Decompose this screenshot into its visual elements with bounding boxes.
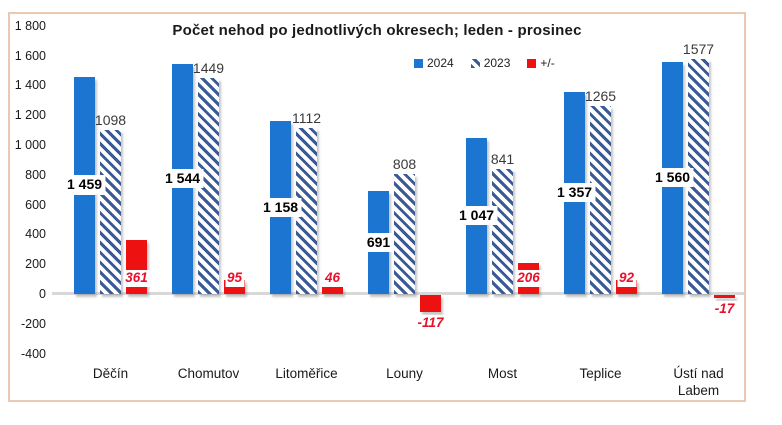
value-labels-layer: 1 459 1098 361 1 544 1449 95 1 158 1112 46 691 808… [10, 14, 744, 400]
bar-diff [420, 295, 441, 313]
y-axis-tick-labels: 1 800 1 600 1 400 1 200 1 000 800 600 400 200 0 -2… [10, 14, 744, 400]
value-label-diff: -117 [415, 315, 446, 333]
legend-label-diff: +/- [540, 56, 555, 70]
category-label: Děčín [92, 366, 129, 381]
x-axis-category-labels: Děčín Chomutov Litoměřice Louny Most Teplice Ú… [10, 14, 744, 400]
legend-item-2024: 2024 [414, 56, 454, 70]
bar-2023 [590, 105, 611, 294]
category-label: Litoměřice [275, 366, 338, 381]
value-label-diff: 46 [322, 270, 343, 287]
value-label-2024: 1 158 [259, 197, 302, 218]
y-tick-label: 1 800 [14, 18, 46, 33]
y-tick-label: 400 [25, 227, 46, 242]
value-label-2023: 1098 [94, 112, 127, 129]
chart-legend: 2024 2023 +/- [414, 56, 555, 70]
y-tick-label: 1 200 [14, 108, 46, 123]
legend-item-diff: +/- [527, 56, 555, 70]
category-label: Chomutov [177, 366, 240, 381]
chart-title: Počet nehod po jednotlivých okresech; le… [172, 22, 582, 39]
y-tick-label: 1 600 [14, 48, 46, 63]
value-label-2024: 691 [363, 232, 394, 253]
value-label-diff: 361 [123, 270, 150, 287]
bar-diff [322, 287, 343, 294]
value-label-diff: -17 [712, 300, 737, 318]
value-label-2024: 1 047 [455, 205, 498, 226]
value-label-2024: 1 459 [63, 175, 106, 195]
y-tick-label: -400 [20, 346, 46, 361]
legend-item-2023: 2023 [470, 56, 511, 70]
category-label: Teplice [579, 366, 622, 381]
bar-2023 [296, 128, 317, 294]
bar-2023 [492, 168, 513, 294]
category-label: Most [487, 366, 518, 381]
chart-frame: Počet nehod po jednotlivých okresech; le… [8, 12, 746, 402]
category-label: Louny [386, 366, 423, 381]
bar-2023 [394, 173, 415, 294]
y-tick-label: 200 [25, 257, 46, 272]
value-label-2023: 808 [392, 155, 417, 172]
bar-2023 [198, 78, 219, 294]
y-tick-label: 800 [25, 167, 46, 182]
y-tick-label: 600 [25, 197, 46, 212]
y-tick-label: 1 400 [14, 78, 46, 93]
y-tick-label: 0 [39, 287, 46, 301]
bar-diff [714, 295, 735, 298]
value-label-diff: 95 [224, 270, 245, 287]
bar-2023 [100, 130, 121, 294]
bar-2023 [688, 59, 709, 294]
legend-marker-2023-icon [470, 58, 480, 68]
value-label-diff: 206 [515, 270, 542, 287]
value-label-2024: 1 544 [161, 168, 204, 189]
legend-marker-2024-icon [414, 58, 423, 68]
legend-label-2023: 2023 [483, 56, 511, 70]
legend-marker-diff-icon [527, 58, 537, 68]
value-label-2023: 841 [490, 150, 515, 167]
value-label-2024: 1 357 [553, 182, 596, 203]
value-label-diff: 92 [616, 270, 637, 287]
y-tick-label: -200 [20, 316, 46, 331]
value-label-2023: 1112 [291, 110, 322, 127]
value-label-2023: 1449 [192, 60, 225, 77]
category-label: Ústí nad Labem [673, 366, 724, 398]
value-label-2023: 1265 [584, 87, 617, 104]
legend-label-2024: 2024 [427, 56, 454, 70]
y-tick-label: 1 000 [14, 138, 46, 152]
value-label-2023: 1577 [682, 41, 715, 58]
value-label-2024: 1 560 [651, 167, 694, 188]
